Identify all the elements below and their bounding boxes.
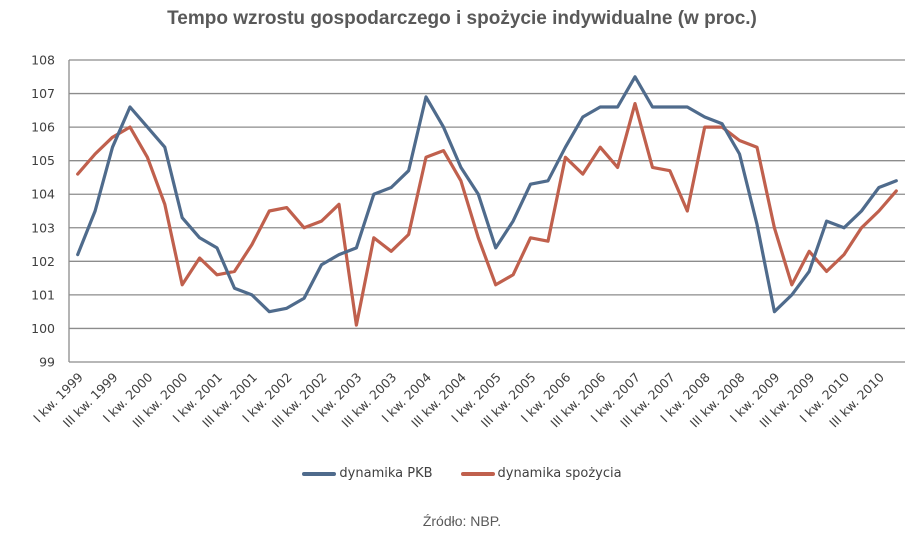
series-line <box>76 75 898 314</box>
y-tick-label: 102 <box>31 254 55 269</box>
legend-swatch-pkb-icon <box>302 471 337 476</box>
legend-label-spozycie: dynamika spożycia <box>497 466 622 481</box>
y-tick-label: 103 <box>31 220 55 235</box>
y-axis: 99 100 101 102 103 104 105 106 107 108 <box>31 53 70 370</box>
y-tick-label: 108 <box>31 53 55 68</box>
legend-item-spozycie: dynamika spożycia <box>460 466 622 481</box>
gridlines <box>69 59 905 363</box>
legend-swatch-spozycie-icon <box>460 471 495 476</box>
series-line <box>76 101 898 327</box>
source-note: Źródło: NBP. <box>422 513 502 529</box>
y-tick-label: 105 <box>31 153 55 168</box>
series-lines <box>76 75 898 327</box>
y-tick-label: 104 <box>31 187 55 202</box>
y-tick-label: 106 <box>31 120 55 135</box>
legend-label-pkb: dynamika PKB <box>339 466 433 481</box>
y-tick-label: 100 <box>31 321 55 336</box>
legend-item-pkb: dynamika PKB <box>302 466 433 481</box>
legend: dynamika PKB dynamika spożycia <box>0 466 924 481</box>
y-tick-label: 101 <box>31 287 55 302</box>
chart-title: Tempo wzrostu gospodarczego i spożycie i… <box>167 8 757 29</box>
line-chart: 99 100 101 102 103 104 105 106 107 108 I kw. 1999… <box>30 53 905 430</box>
y-tick-label: 107 <box>31 86 55 101</box>
y-tick-label: 99 <box>39 355 55 370</box>
